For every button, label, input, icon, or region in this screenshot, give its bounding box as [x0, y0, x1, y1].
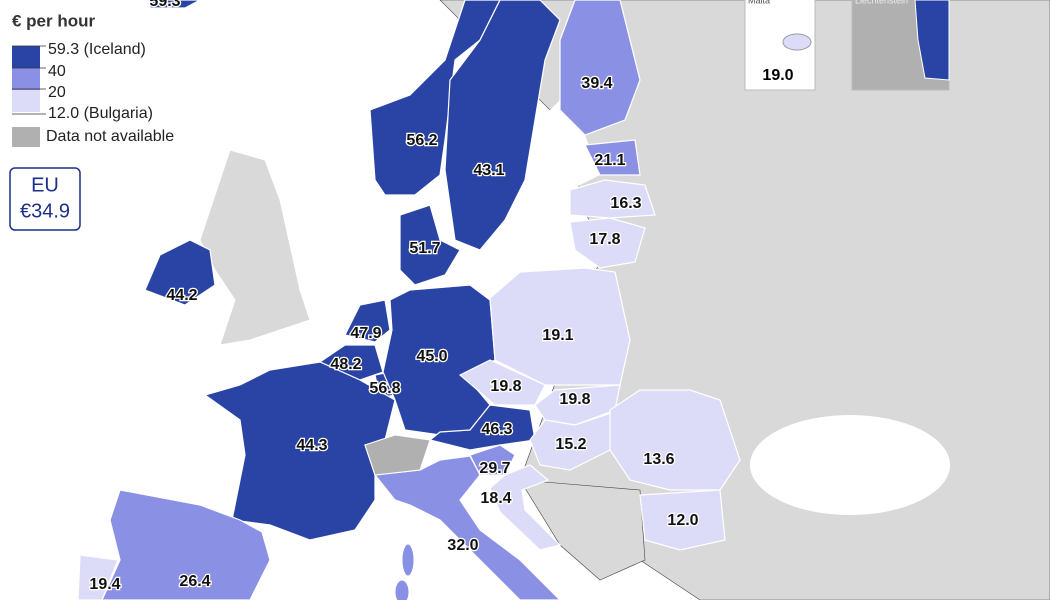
eu-label: EU [31, 174, 59, 196]
country-value: 45.0 [416, 348, 447, 365]
non-eu-land [199, 149, 311, 346]
country-value: 26.4 [179, 573, 210, 590]
country [373, 455, 561, 600]
country-value: 39.4 [581, 75, 612, 92]
country [149, 0, 201, 9]
country-value: 12.0 [667, 512, 698, 529]
country-value: 13.6 [643, 451, 674, 468]
country [444, 0, 561, 251]
country [569, 179, 656, 219]
legend-swatch [12, 90, 40, 112]
legend-label: 40 [48, 63, 66, 80]
country [569, 217, 646, 269]
country [344, 299, 391, 343]
legend-label: 20 [48, 84, 66, 101]
country [144, 239, 216, 306]
country [101, 489, 271, 600]
inset-name: Liechtenstein [855, 0, 908, 5]
no-data-region [364, 434, 431, 476]
country-value: 16.3 [610, 195, 641, 212]
sea [480, 100, 600, 270]
country [77, 554, 119, 600]
country-value: 18.4 [480, 490, 511, 507]
island [401, 543, 415, 577]
country-value: 51.7 [409, 240, 440, 257]
country [428, 404, 536, 451]
legend-label: 12.0 (Bulgaria) [48, 105, 153, 122]
inset-island [782, 33, 812, 51]
legend-swatch [12, 46, 40, 68]
country [489, 267, 631, 386]
country-value: 21.1 [594, 152, 625, 169]
legend-title: € per hour [12, 11, 96, 30]
country-value: 56.2 [406, 132, 437, 149]
country [489, 464, 562, 551]
country [399, 204, 461, 286]
country-value: 47.9 [350, 325, 381, 342]
legend-label: Data not available [46, 128, 174, 145]
country-value: 48.2 [330, 356, 361, 373]
country-value: 15.2 [555, 436, 586, 453]
sea [750, 415, 950, 515]
country-value: 43.1 [473, 162, 504, 179]
country-value: 29.7 [479, 460, 510, 477]
country-value: 46.3 [481, 421, 512, 438]
country-value: 44.2 [166, 287, 197, 304]
inset-value: 19.0 [762, 67, 793, 84]
country-value: 59.3 [149, 0, 180, 10]
country [609, 389, 741, 491]
legend-swatch [12, 127, 40, 147]
island [394, 579, 410, 600]
country-value: 32.0 [447, 537, 478, 554]
country [639, 489, 726, 551]
legend-label: 59.3 (Iceland) [48, 41, 146, 58]
country-value: 19.8 [559, 391, 590, 408]
country-value: 56.8 [369, 380, 400, 397]
country-value: 19.4 [89, 576, 120, 593]
country [559, 0, 641, 136]
country-value: 17.8 [589, 231, 620, 248]
country-value: 19.1 [542, 327, 573, 344]
legend-swatch [12, 68, 40, 90]
country-value: 44.3 [296, 437, 327, 454]
eu-box [9, 167, 81, 231]
inset-name: Malta [748, 0, 770, 5]
country-value: 19.8 [490, 378, 521, 395]
inset-neighbor [914, 0, 950, 81]
non-eu-land [519, 479, 646, 581]
country [458, 359, 546, 406]
eu-value: €34.9 [20, 200, 70, 222]
country [584, 139, 641, 176]
